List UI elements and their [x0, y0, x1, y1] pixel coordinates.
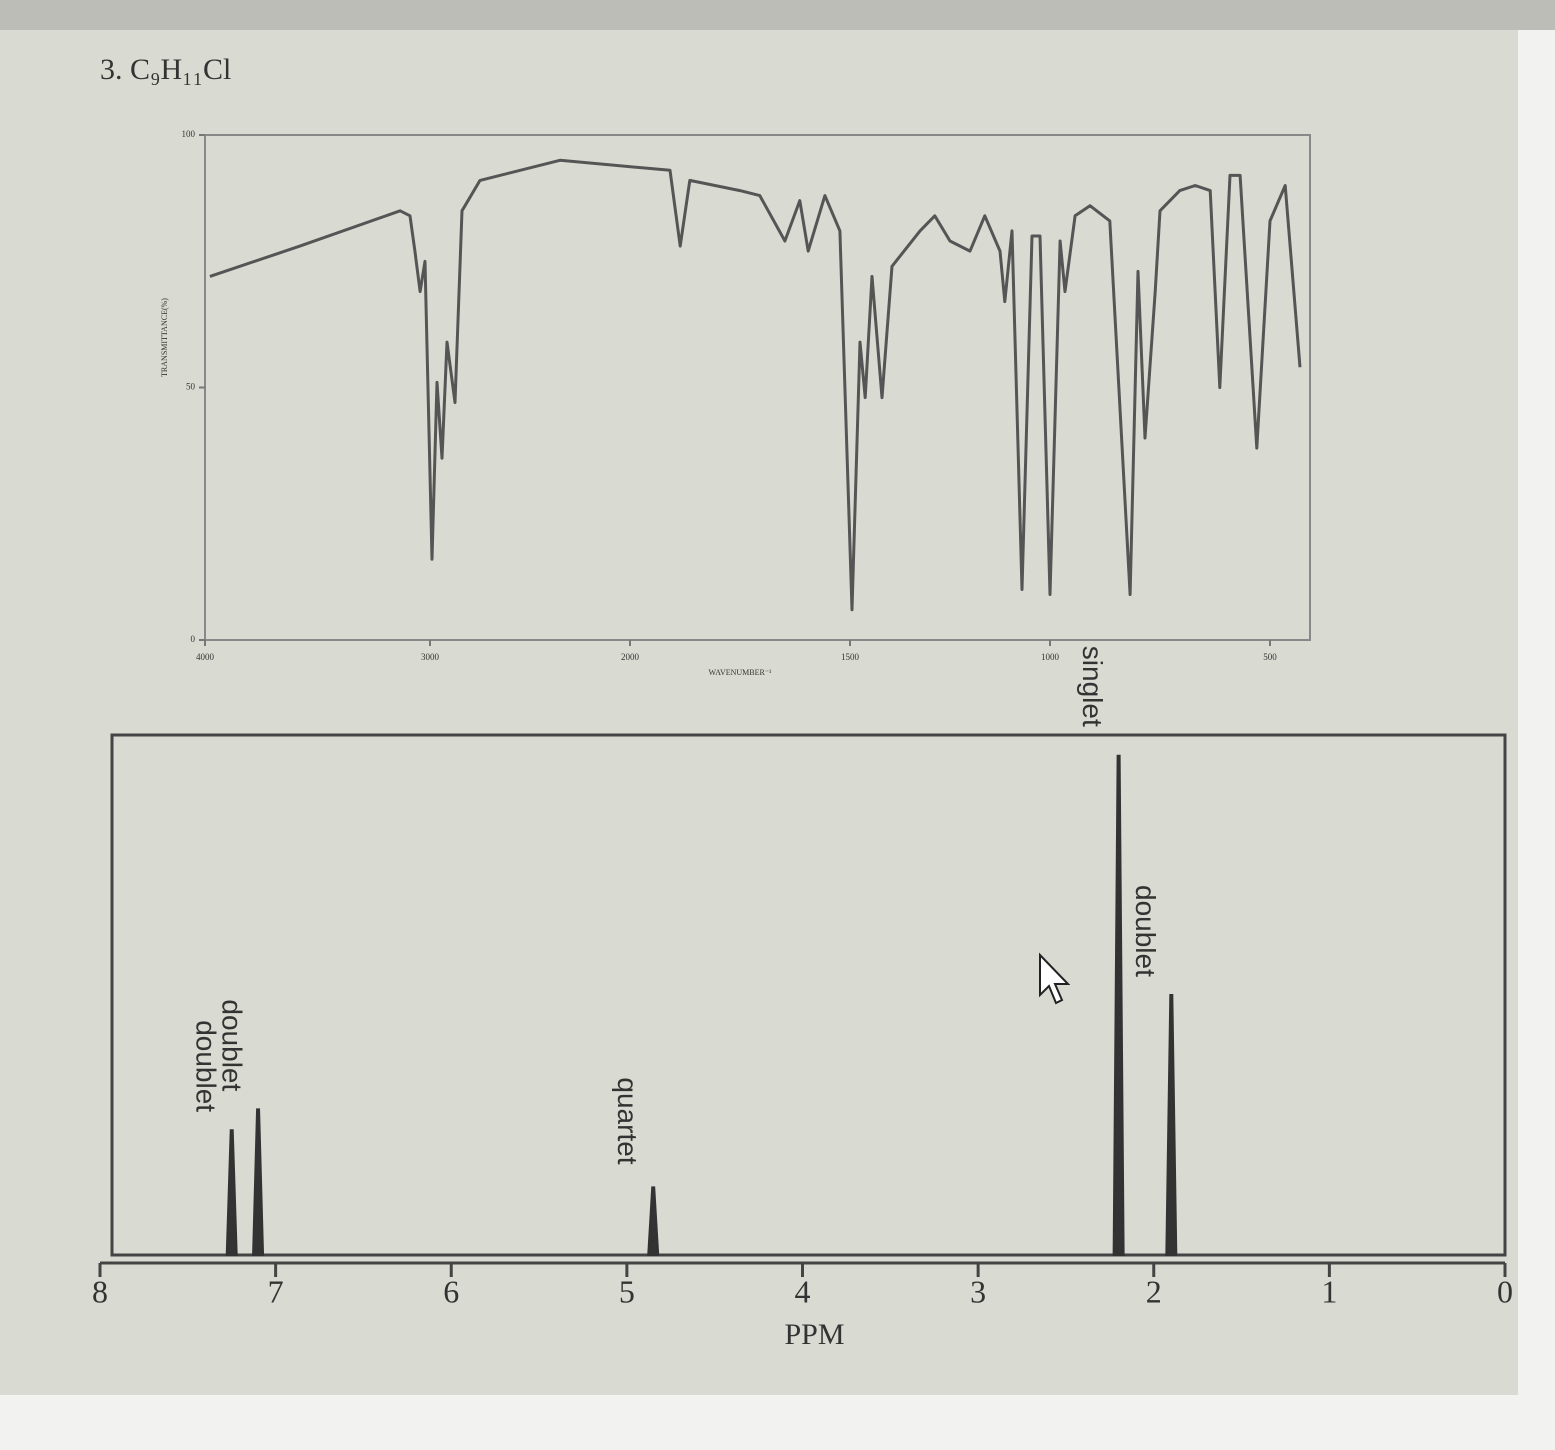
- peak: [647, 1186, 660, 1256]
- peak: [252, 1108, 265, 1256]
- peak: [1112, 754, 1125, 1256]
- peak-label: singlet: [1077, 646, 1108, 727]
- peak: [225, 1129, 238, 1256]
- peak-label: doublet: [1130, 885, 1161, 977]
- y-tick-label: 0: [191, 634, 196, 644]
- x-tick-label: 6: [443, 1273, 459, 1309]
- x-tick-label: 1: [1321, 1273, 1337, 1309]
- x-tick-label: 5: [619, 1273, 635, 1309]
- x-tick-label: 2: [1146, 1273, 1162, 1309]
- x-tick-label: 3000: [421, 652, 440, 662]
- x-axis-label: PPM: [784, 1318, 844, 1351]
- x-tick-label: 0: [1497, 1273, 1513, 1309]
- peak-label: quartet: [612, 1077, 643, 1164]
- x-tick-label: 1500: [841, 652, 860, 662]
- cursor: [1039, 952, 1071, 1005]
- x-tick-label: 2000: [621, 652, 640, 662]
- x-tick-label: 1000: [1041, 652, 1060, 662]
- y-tick-label: 50: [186, 382, 196, 392]
- peak-label: doublet: [190, 1020, 221, 1112]
- x-tick-label: 3: [970, 1273, 986, 1309]
- x-tick-label: 4: [795, 1273, 811, 1309]
- ir-chart: 4000 3000 2000 1500 1000 500 0 50 100 WAVENUMBER⁻…: [160, 129, 1311, 677]
- plot-frame: [110, 733, 1507, 1257]
- x-tick-label: 7: [268, 1273, 284, 1309]
- top-shadow: [0, 0, 1555, 30]
- x-tick-label: 8: [92, 1273, 108, 1309]
- peak: [1165, 994, 1178, 1256]
- spectrum-line: [209, 158, 1302, 612]
- y-axis-label: TRANSMITTANCE(%): [160, 298, 169, 377]
- x-tick-label: 500: [1263, 652, 1277, 662]
- cursor-arrow: [1039, 952, 1071, 1005]
- y-tick-label: 100: [182, 129, 196, 139]
- x-tick-label: 4000: [196, 652, 215, 662]
- paper: [0, 0, 1518, 1395]
- page-title: 3. C₉H₁₁Cl: [100, 53, 231, 86]
- peak-label: doublet: [217, 999, 248, 1091]
- nmr-chart: 8 7 6 5 4 3 2 1 0PPMdoubletdoubletquartetsinglet…: [92, 646, 1513, 1351]
- x-axis-label: WAVENUMBER⁻¹: [709, 668, 773, 677]
